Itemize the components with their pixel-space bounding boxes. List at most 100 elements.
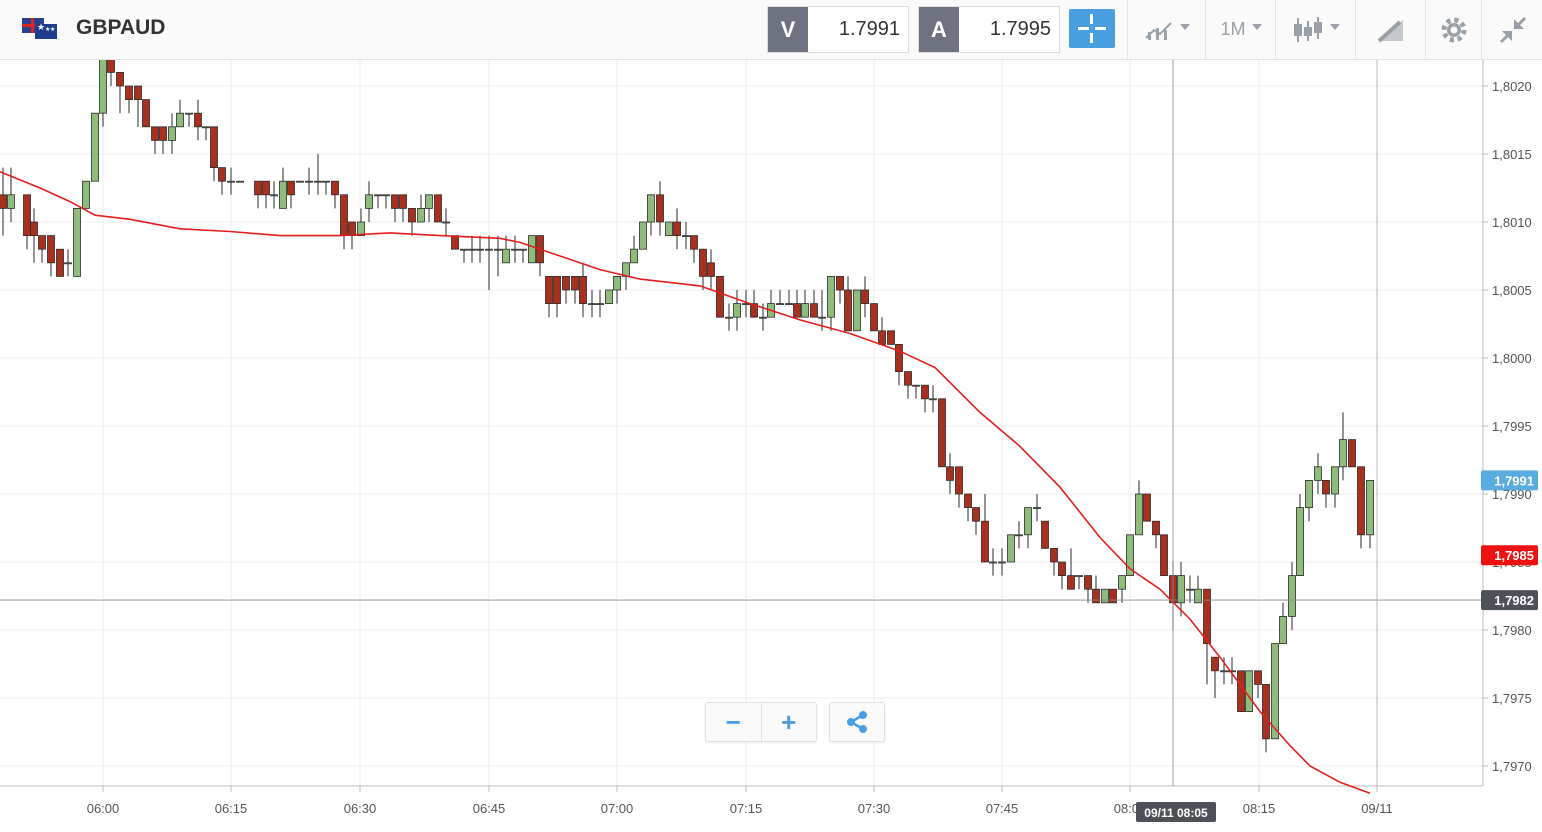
candle-body xyxy=(1033,507,1041,510)
candle-body xyxy=(553,275,561,304)
y-tick-label: 1,8000 xyxy=(1492,351,1532,366)
candle-body xyxy=(955,466,963,495)
buy-label: A xyxy=(919,7,959,52)
candle-body xyxy=(99,58,107,114)
candle-body xyxy=(227,180,235,183)
settings-button[interactable] xyxy=(1425,0,1482,59)
candle-body xyxy=(801,303,809,318)
candle-body xyxy=(682,235,690,238)
candle-body xyxy=(596,303,604,306)
candle-body xyxy=(142,99,150,128)
candle-body xyxy=(210,126,218,169)
candle-body xyxy=(656,194,664,223)
candle-body xyxy=(1279,616,1287,645)
sell-label: V xyxy=(768,7,808,52)
candle-body xyxy=(605,289,613,304)
buy-price: 1.7995 xyxy=(989,18,1051,40)
candle-body xyxy=(296,180,304,183)
candle-body xyxy=(1296,507,1304,577)
candle-body xyxy=(0,194,7,209)
candle-body xyxy=(665,221,673,236)
candle-body xyxy=(776,303,784,306)
candle-body xyxy=(331,180,339,196)
crosshair-button[interactable] xyxy=(1069,9,1115,48)
candle-body xyxy=(1237,670,1245,712)
y-tick-label: 1,7980 xyxy=(1492,623,1532,638)
candle-body xyxy=(1194,588,1202,604)
candle-body xyxy=(972,507,980,522)
candle-body xyxy=(134,85,142,100)
line-chart-type-icon xyxy=(1145,21,1172,40)
candle-body xyxy=(494,248,502,251)
candle-body xyxy=(1314,466,1322,481)
drawing-tools-button[interactable] xyxy=(1355,0,1426,59)
candle-body xyxy=(528,235,536,264)
y-tick-label: 1,8020 xyxy=(1492,79,1532,94)
timeframe-label: 1M xyxy=(1220,19,1246,39)
collapse-icon xyxy=(1499,16,1526,43)
candle-body xyxy=(1228,670,1236,673)
candle-body xyxy=(630,248,638,264)
sell-price: 1.7991 xyxy=(838,18,900,40)
candle-body xyxy=(519,248,527,251)
candle-body xyxy=(921,384,929,400)
share-button[interactable] xyxy=(829,702,885,742)
candle-body xyxy=(1262,684,1270,740)
x-tick-label: 07:15 xyxy=(730,801,763,816)
candle-body xyxy=(827,275,835,318)
candle-body xyxy=(1271,643,1279,740)
candle-body xyxy=(476,248,484,251)
candle-body xyxy=(793,303,801,318)
sell-quote-button[interactable]: V 1.7991 xyxy=(767,6,909,53)
x-tick-label: 06:30 xyxy=(344,801,377,816)
candle-body xyxy=(270,194,278,197)
buy-quote-button[interactable]: A 1.7995 xyxy=(918,6,1060,53)
candle-body xyxy=(725,316,733,319)
candle-body xyxy=(998,561,1006,564)
candle-body xyxy=(545,275,553,304)
instrument-selector[interactable]: GBPAUD xyxy=(22,16,165,40)
candle-body xyxy=(262,180,270,196)
candle-body xyxy=(1092,588,1100,604)
candle-body xyxy=(1101,588,1109,604)
timeframe-dropdown[interactable]: 1M xyxy=(1205,0,1276,59)
candle-body xyxy=(348,221,356,236)
candle-body xyxy=(23,194,31,237)
candle-body xyxy=(159,126,167,141)
candle-body xyxy=(374,194,382,197)
candle-body xyxy=(47,235,55,264)
candle-body xyxy=(1126,534,1134,576)
candle-body xyxy=(1160,534,1168,576)
x-tick-label: 07:00 xyxy=(601,801,634,816)
candlestick-chart[interactable]: 1,8020 1,8015 1,8010 1,8005 1,8000 1,7995 1,79… xyxy=(0,45,1542,827)
crosshair-price-tag-bg xyxy=(1481,590,1538,611)
candle-body xyxy=(82,180,90,209)
candle-style-dropdown[interactable] xyxy=(1275,0,1356,59)
candle-body xyxy=(391,194,399,209)
candle-body xyxy=(7,194,15,209)
candle-body xyxy=(639,221,647,250)
chart-type-dropdown[interactable] xyxy=(1127,0,1206,59)
candle-body xyxy=(1211,656,1219,672)
candle-body xyxy=(1348,439,1356,468)
moving-average-line xyxy=(0,170,1371,794)
candle-body xyxy=(878,330,886,345)
candle-body xyxy=(964,493,972,508)
candle-body xyxy=(194,112,202,128)
candle-body xyxy=(810,303,818,318)
candle-body xyxy=(176,112,184,128)
ma-value-tag: 1,7985 xyxy=(1494,548,1534,563)
candle-body xyxy=(73,207,81,277)
candle-body xyxy=(107,58,115,73)
candle-body xyxy=(870,303,878,332)
y-tick-label: 1,8005 xyxy=(1492,283,1532,298)
candle-body xyxy=(279,180,287,209)
zoom-out-button[interactable]: − xyxy=(706,703,762,741)
chart-area[interactable]: 1,8020 1,8015 1,8010 1,8005 1,8000 1,7995 1,79… xyxy=(0,45,1542,827)
collapse-button[interactable] xyxy=(1481,0,1542,59)
candlestick-icon xyxy=(1294,16,1322,42)
candle-body xyxy=(125,85,133,100)
candle-body xyxy=(460,248,468,251)
zoom-in-button[interactable]: + xyxy=(762,703,817,741)
current-price-tag-bg xyxy=(1481,470,1538,491)
